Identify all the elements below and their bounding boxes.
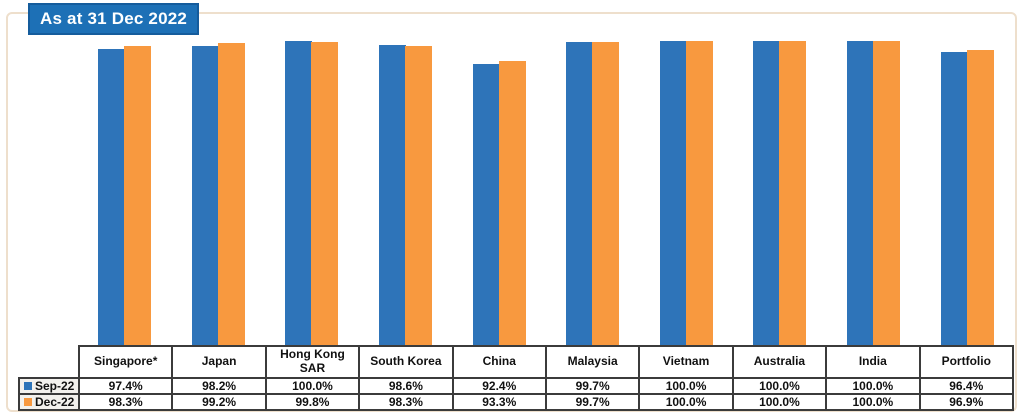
bar-group-vietnam: [640, 0, 734, 345]
bar-group-singapore: [78, 0, 172, 345]
bar-dec-22-china: [498, 61, 526, 345]
bar-sep-22-india: [847, 41, 875, 345]
bar-dec-22-singapore: [124, 46, 152, 345]
bar-dec-22-portfolio: [966, 50, 994, 345]
value-cell-sep-22-south-korea: 98.6%: [358, 377, 454, 395]
value-cell-sep-22-australia: 100.0%: [731, 377, 828, 395]
table-row-dec-22: Dec-22 98.3% 99.2% 99.8% 98.3% 93.3% 99.7% 100.…: [18, 393, 1015, 411]
column-header-south-korea: South Korea: [358, 345, 454, 379]
value-cell-sep-22-malaysia: 99.7%: [544, 377, 641, 395]
bar-sep-22-hong-kong-sar: [285, 41, 313, 345]
legend-swatch-sep-22: [24, 382, 32, 390]
value-cell-sep-22-hong-kong-sar: 100.0%: [264, 377, 361, 395]
data-table: Singapore* Japan Hong Kong SAR South Korea C…: [18, 345, 1015, 411]
value-cell-dec-22-south-korea: 98.3%: [358, 393, 454, 411]
bar-dec-22-malaysia: [592, 42, 620, 345]
row-label-sep-22: Sep-22: [18, 377, 80, 395]
bar-group-australia: [733, 0, 827, 345]
row-label-dec-22: Dec-22: [18, 393, 80, 411]
bar-sep-22-portfolio: [940, 52, 968, 345]
bar-sep-22-south-korea: [379, 45, 407, 345]
bar-group-china: [452, 0, 546, 345]
bar-group-japan: [172, 0, 266, 345]
bar-sep-22-china: [472, 64, 500, 345]
value-cell-sep-22-vietnam: 100.0%: [638, 377, 734, 395]
bar-sep-22-japan: [191, 46, 219, 345]
value-cell-sep-22-portfolio: 96.4%: [918, 377, 1015, 395]
bar-dec-22-south-korea: [405, 46, 433, 345]
bar-group-portfolio: [920, 0, 1014, 345]
bar-dec-22-australia: [779, 41, 807, 345]
bar-dec-22-hong-kong-sar: [311, 42, 339, 345]
value-cell-dec-22-japan: 99.2%: [171, 393, 267, 411]
legend-swatch-dec-22: [24, 398, 32, 406]
plot-area: [78, 0, 1014, 345]
table-corner-cell: [19, 346, 79, 378]
value-cell-dec-22-malaysia: 99.7%: [544, 393, 641, 411]
bar-sep-22-australia: [753, 41, 781, 345]
value-cell-dec-22-vietnam: 100.0%: [638, 393, 734, 411]
bar-group-hong-kong-sar: [265, 0, 359, 345]
legend-label-sep-22: Sep-22: [35, 379, 75, 393]
value-cell-sep-22-china: 92.4%: [451, 377, 547, 395]
column-header-malaysia: Malaysia: [544, 345, 641, 379]
column-header-china: China: [451, 345, 547, 379]
table-row-sep-22: Sep-22 97.4% 98.2% 100.0% 98.6% 92.4% 99.7% 100…: [18, 377, 1015, 395]
bar-sep-22-malaysia: [566, 42, 594, 345]
value-cell-dec-22-hong-kong-sar: 99.8%: [264, 393, 361, 411]
bar-group-india: [827, 0, 921, 345]
value-cell-dec-22-china: 93.3%: [451, 393, 547, 411]
value-cell-dec-22-singapore: 98.3%: [77, 393, 174, 411]
column-header-india: India: [825, 345, 921, 379]
bar-sep-22-singapore: [98, 49, 126, 345]
value-cell-dec-22-australia: 100.0%: [731, 393, 828, 411]
column-header-hong-kong-sar: Hong Kong SAR: [264, 345, 361, 379]
bar-group-malaysia: [546, 0, 640, 345]
bar-group-south-korea: [359, 0, 453, 345]
bar-dec-22-japan: [217, 43, 245, 345]
chart-title: As at 31 Dec 2022: [28, 3, 200, 35]
column-header-singapore: Singapore*: [77, 345, 174, 379]
legend-label-dec-22: Dec-22: [35, 395, 75, 409]
column-header-portfolio: Portfolio: [918, 345, 1015, 379]
bar-dec-22-vietnam: [685, 41, 713, 345]
value-cell-sep-22-singapore: 97.4%: [77, 377, 174, 395]
column-header-vietnam: Vietnam: [638, 345, 734, 379]
column-header-japan: Japan: [171, 345, 267, 379]
column-header-australia: Australia: [731, 345, 828, 379]
value-cell-dec-22-portfolio: 96.9%: [918, 393, 1015, 411]
table-header-row: Singapore* Japan Hong Kong SAR South Korea C…: [19, 345, 1015, 379]
bar-sep-22-vietnam: [659, 41, 687, 345]
bar-dec-22-india: [873, 41, 901, 345]
table-body: Sep-22 97.4% 98.2% 100.0% 98.6% 92.4% 99.7% 100…: [18, 377, 1015, 411]
value-cell-sep-22-japan: 98.2%: [171, 377, 267, 395]
value-cell-sep-22-india: 100.0%: [825, 377, 921, 395]
value-cell-dec-22-india: 100.0%: [825, 393, 921, 411]
